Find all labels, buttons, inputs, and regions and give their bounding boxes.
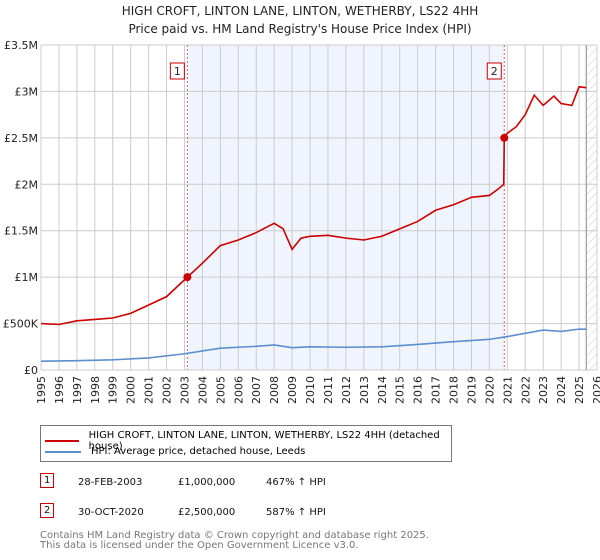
x-tick-label: 1996 bbox=[53, 376, 66, 404]
x-tick-label: 1999 bbox=[107, 376, 120, 404]
x-tick-label: 2019 bbox=[465, 376, 478, 404]
sale-price: £1,000,000 bbox=[178, 477, 236, 488]
sale-point bbox=[183, 273, 192, 282]
x-tick-label: 2018 bbox=[448, 376, 461, 404]
footer-line: Contains HM Land Registry data © Crown c… bbox=[40, 530, 429, 541]
plot-area: 1995 1996 1997 1998 1999 2000 2001 2002 2003 2004… bbox=[3, 39, 600, 404]
y-tick-label: £0 bbox=[24, 364, 38, 377]
y-tick-label: £2M bbox=[15, 178, 39, 191]
sale-hpi: 467% ↑ HPI bbox=[266, 477, 326, 488]
x-tick-label: 2021 bbox=[501, 376, 514, 404]
sale-marker-label: 1 bbox=[174, 65, 181, 78]
price-paid-line bbox=[40, 85, 587, 326]
chart-title: HIGH CROFT, LINTON LANE, LINTON, WETHERB… bbox=[121, 4, 479, 18]
x-tick-label: 1997 bbox=[71, 376, 84, 404]
x-tick-label: 2015 bbox=[394, 376, 407, 404]
x-tick-label: 2002 bbox=[161, 376, 174, 404]
forecast-hatch bbox=[586, 45, 597, 370]
x-tick-label: 2008 bbox=[268, 376, 281, 404]
x-tick-label: 2024 bbox=[555, 376, 568, 404]
sale-hpi: 587% ↑ HPI bbox=[266, 507, 326, 518]
x-tick-label: 2003 bbox=[178, 376, 191, 404]
sale-date: 28-FEB-2003 bbox=[78, 477, 143, 488]
x-tick-label: 2004 bbox=[196, 376, 209, 404]
x-tick-label: 2005 bbox=[214, 376, 227, 404]
sale-price: £2,500,000 bbox=[178, 507, 236, 518]
x-tick-label: 2007 bbox=[250, 376, 263, 404]
x-tick-label: 2009 bbox=[286, 376, 299, 404]
x-tick-label: 1998 bbox=[89, 376, 102, 404]
x-tick-label: 2012 bbox=[340, 376, 353, 404]
x-tick-label: 2011 bbox=[322, 376, 335, 404]
hpi-line bbox=[40, 328, 587, 362]
legend-item-hpi: HPI: Average price, detached house, Leed… bbox=[45, 446, 305, 457]
y-tick-label: £1.5M bbox=[4, 225, 38, 238]
x-tick-label: 2000 bbox=[125, 376, 138, 404]
y-tick-label: £3M bbox=[15, 85, 39, 98]
x-tick-label: 2022 bbox=[519, 376, 532, 404]
y-tick-label: £3.5M bbox=[4, 39, 38, 52]
x-tick-label: 2023 bbox=[537, 376, 550, 404]
sale-marker: 2 bbox=[40, 503, 55, 518]
x-tick-label: 2025 bbox=[573, 376, 586, 404]
footer-line: This data is licensed under the Open Gov… bbox=[40, 540, 359, 551]
y-tick-label: £1M bbox=[15, 271, 39, 284]
x-tick-label: 2010 bbox=[304, 376, 317, 404]
sale-date: 30-OCT-2020 bbox=[78, 507, 144, 518]
y-tick-label: £500K bbox=[3, 318, 39, 331]
sale-marker-box bbox=[169, 62, 185, 80]
legend-item-property: HIGH CROFT, LINTON LANE, LINTON, WETHERB… bbox=[45, 430, 451, 452]
sale-marker: 1 bbox=[40, 473, 55, 488]
legend-label: HIGH CROFT, LINTON LANE, LINTON, WETHERB… bbox=[88, 430, 440, 452]
legend: HIGH CROFT, LINTON LANE, LINTON, WETHERB… bbox=[40, 425, 452, 462]
legend-swatch bbox=[45, 440, 79, 442]
legend-swatch bbox=[45, 450, 81, 453]
x-tick-label: 1995 bbox=[35, 376, 48, 404]
x-tick-label: 2026 bbox=[591, 376, 600, 404]
y-tick-label: £2.5M bbox=[4, 132, 38, 145]
legend-label: HPI: Average price, detached house, Leed… bbox=[91, 446, 306, 457]
x-tick-label: 2016 bbox=[412, 376, 425, 404]
x-tick-label: 2014 bbox=[376, 376, 389, 404]
sale-point bbox=[500, 133, 509, 142]
sale-marker-label: 2 bbox=[491, 65, 498, 78]
footer: Contains HM Land Registry data © Crown c… bbox=[40, 531, 429, 551]
x-tick-label: 2006 bbox=[232, 376, 245, 404]
chart-subtitle: Price paid vs. HM Land Registry's House … bbox=[128, 22, 472, 36]
sale-marker-box bbox=[486, 62, 502, 80]
x-tick-label: 2013 bbox=[358, 376, 371, 404]
x-tick-label: 2017 bbox=[430, 376, 443, 404]
x-tick-label: 2020 bbox=[483, 376, 496, 404]
x-tick-label: 2001 bbox=[143, 376, 156, 404]
